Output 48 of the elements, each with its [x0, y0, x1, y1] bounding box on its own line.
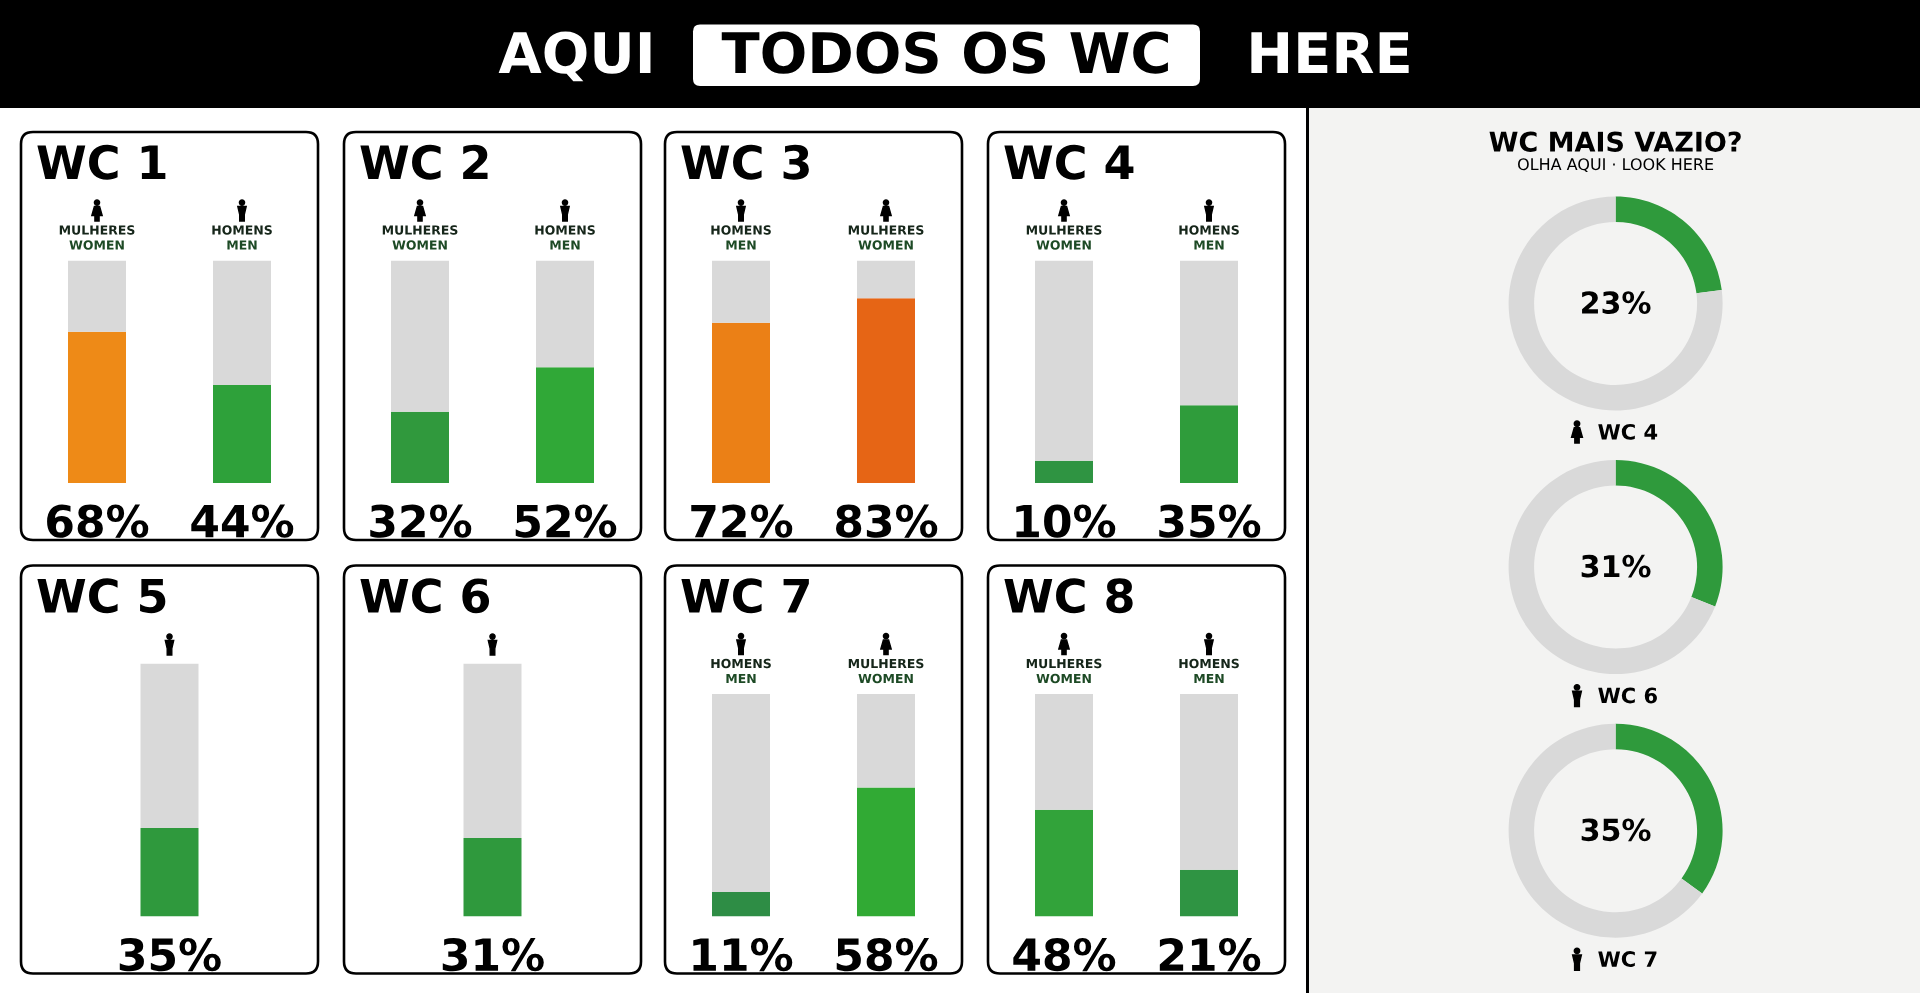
data-label: 52% — [515, 504, 617, 538]
donut-slice — [1508, 723, 1703, 938]
x-tick-label: MULHERES WOMEN — [382, 225, 458, 250]
data-label: 11% — [693, 938, 793, 972]
data-label: 68% — [47, 504, 149, 538]
x-tick-label: HOMENS MEN — [711, 658, 771, 683]
data-label: 58% — [836, 938, 938, 972]
chart-title: WC 2 — [360, 144, 488, 180]
data-label: 23% — [1582, 291, 1651, 314]
data-label: 32% — [370, 504, 472, 538]
data-label: 10% — [1016, 504, 1116, 538]
x-tick-label: MULHERES WOMEN — [848, 225, 924, 250]
text: WC MAIS VAZIO? — [1489, 131, 1741, 152]
x-tick-label: HOMENS MEN — [1179, 225, 1239, 250]
donut-slice — [1508, 460, 1716, 675]
chart-title: WC 7 — [681, 578, 809, 614]
text: WC 4 — [1598, 423, 1658, 440]
x-tick-label: HOMENS MEN — [212, 225, 272, 250]
chart-title: WC 8 — [1004, 578, 1133, 614]
x-tick-label: HOMENS MEN — [1179, 658, 1239, 683]
chart-title: WC 4 — [1004, 144, 1134, 180]
donut-slice — [1508, 196, 1723, 411]
chart-title: WC 1 — [37, 144, 166, 180]
data-label: 83% — [836, 504, 938, 538]
chart-title: WC 5 — [37, 578, 166, 614]
x-tick-label: MULHERES WOMEN — [1026, 225, 1102, 250]
x-tick-label: HOMENS MEN — [711, 225, 771, 250]
data-label: 21% — [1159, 938, 1261, 972]
x-tick-label: MULHERES WOMEN — [848, 658, 924, 684]
data-label: 31% — [442, 938, 544, 972]
chart-title: WC 3 — [681, 144, 809, 180]
x-tick-label: MULHERES WOMEN — [59, 225, 135, 250]
data-label: 35% — [119, 938, 221, 972]
text: OLHA AQUI · LOOK HERE — [1518, 158, 1714, 173]
x-tick-label: HOMENS MEN — [535, 225, 595, 250]
data-label: 44% — [191, 504, 294, 538]
data-label: 48% — [1013, 938, 1116, 972]
chart-title: WC 6 — [360, 578, 490, 614]
data-label: 35% — [1159, 504, 1261, 538]
data-label: 35% — [1581, 818, 1651, 842]
text: TODOS OS WC — [721, 31, 1168, 74]
text: HERE — [1251, 32, 1409, 73]
text: WC 7 — [1598, 951, 1657, 967]
data-label: 72% — [691, 504, 793, 538]
x-tick-label: MULHERES WOMEN — [1026, 658, 1102, 684]
text: WC 6 — [1598, 687, 1657, 704]
data-label: 31% — [1581, 554, 1651, 578]
text: AQUI — [498, 31, 651, 82]
